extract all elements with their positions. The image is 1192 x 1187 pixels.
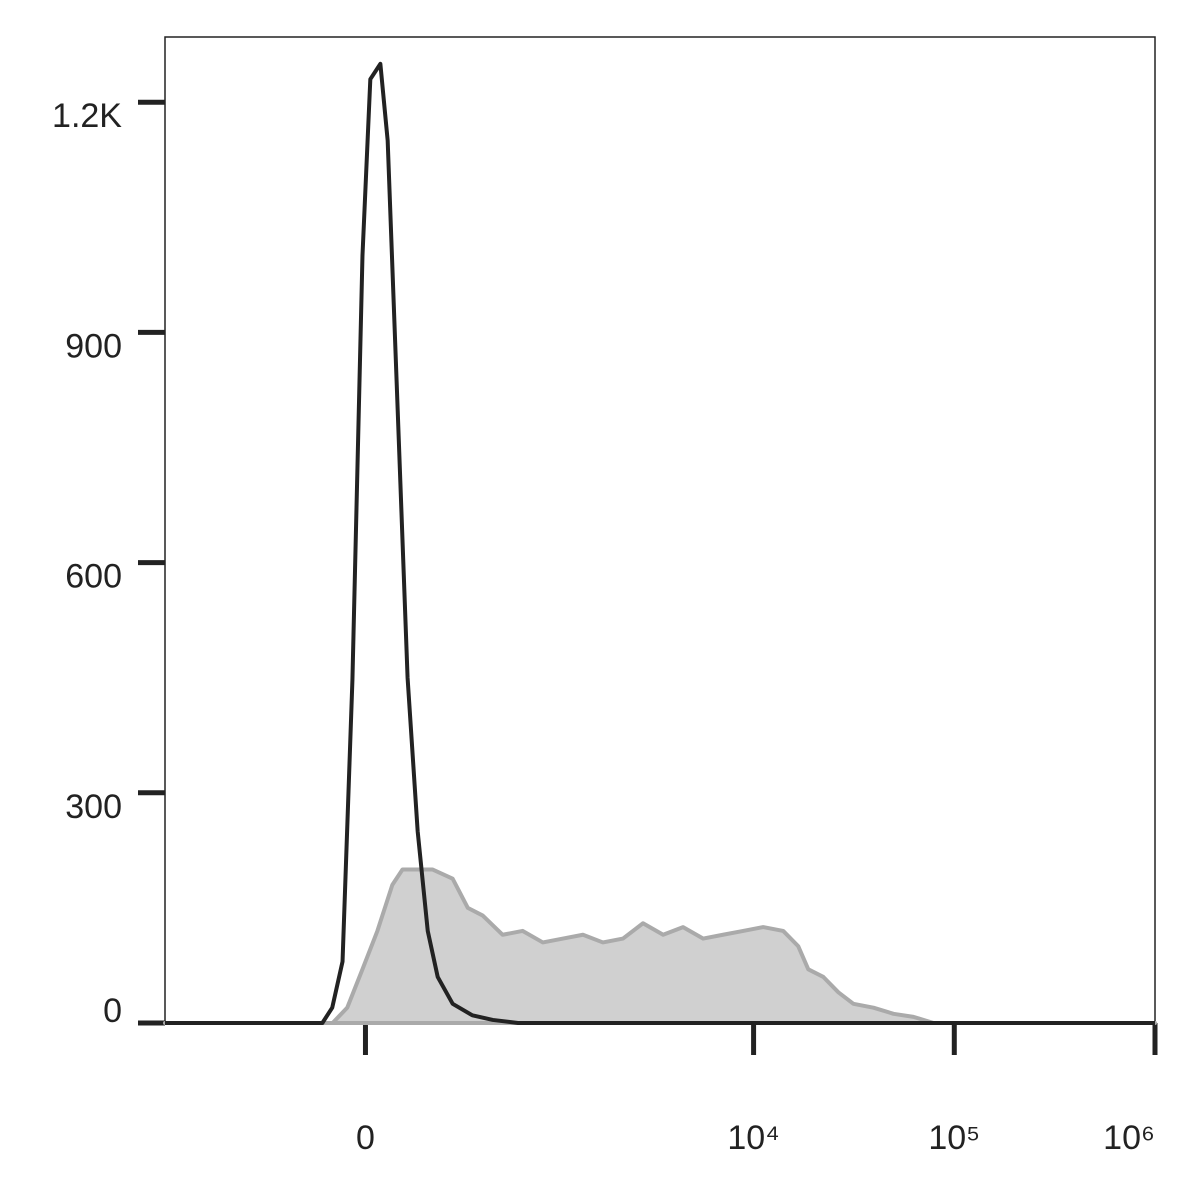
histogram-line	[165, 61, 1155, 1025]
y-tick-label: 900	[65, 327, 122, 365]
y-tick-label: 1.2K	[52, 97, 122, 135]
x-tick-label: 10⁶	[1103, 1119, 1155, 1157]
x-tick-label: 10⁴	[727, 1119, 779, 1157]
y-tick-label: 0	[103, 992, 122, 1030]
y-tick-label: 600	[65, 558, 122, 596]
histogram-area	[163, 867, 1157, 1025]
x-tick-label: 0	[356, 1119, 375, 1157]
y-tick-label: 300	[65, 788, 122, 826]
x-tick-label: 10⁵	[928, 1119, 980, 1157]
plot-frame	[164, 36, 1156, 1024]
